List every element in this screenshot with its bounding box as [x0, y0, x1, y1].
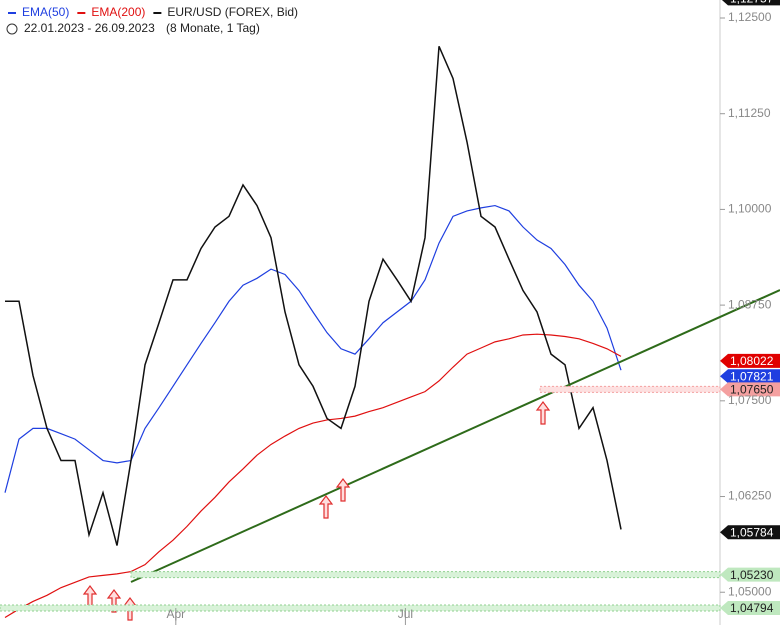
- price-label: 1,12757: [730, 0, 774, 5]
- y-tick-label: 1,06250: [728, 489, 772, 503]
- legend-label: EUR/USD (FOREX, Bid): [167, 5, 298, 19]
- plot: [4, 46, 622, 619]
- level-band: [0, 604, 721, 612]
- y-tick-label: 1,10000: [728, 202, 772, 216]
- x-tick-label: Apr: [166, 607, 185, 621]
- arrows: [82, 401, 551, 621]
- level-band: [539, 385, 721, 393]
- series-line: [4, 333, 622, 619]
- price-label: 1,05230: [730, 568, 774, 582]
- y-tick-label: 1,07500: [728, 393, 772, 407]
- level-band: [130, 571, 721, 579]
- series-line: [4, 204, 622, 493]
- legend-swatch: [153, 12, 162, 14]
- legend-swatch: [8, 12, 16, 14]
- price-label: 1,07821: [730, 369, 774, 383]
- price-tag: [720, 601, 780, 616]
- legend-swatch: [77, 12, 86, 14]
- legend: 22.01.2023 - 26.09.2023 (8 Monate, 1 Tag…: [6, 5, 298, 35]
- trend-line: [130, 289, 780, 583]
- price-tag: [720, 353, 780, 368]
- series-line: [4, 46, 622, 546]
- y-tick-label: 1,08750: [728, 297, 772, 311]
- price-label: 1,05784: [730, 525, 774, 539]
- y-tick-label: 1,05000: [728, 584, 772, 598]
- clock-icon: [6, 23, 18, 35]
- price-tag: [720, 525, 780, 540]
- arrow: [535, 401, 551, 425]
- arrow: [318, 495, 334, 519]
- period: (8 Monate, 1 Tag): [166, 21, 260, 35]
- date-range: 22.01.2023 - 26.09.2023: [24, 21, 155, 35]
- price-label: 1,04794: [730, 601, 774, 615]
- price-tag: [720, 567, 780, 582]
- price-tag: [720, 382, 780, 397]
- price-label: 1,08022: [730, 354, 774, 368]
- x-tick-label: Jul: [398, 607, 413, 621]
- y-tick-label: 1,11250: [728, 106, 771, 120]
- price-tag: [721, 0, 780, 6]
- legend-label: EMA(200): [91, 5, 145, 19]
- legend-label: EMA(50): [22, 5, 69, 19]
- y-tick-label: 1,12500: [728, 10, 772, 24]
- arrow: [335, 478, 351, 502]
- price-tag: [720, 369, 780, 384]
- price-label: 1,07650: [730, 383, 774, 397]
